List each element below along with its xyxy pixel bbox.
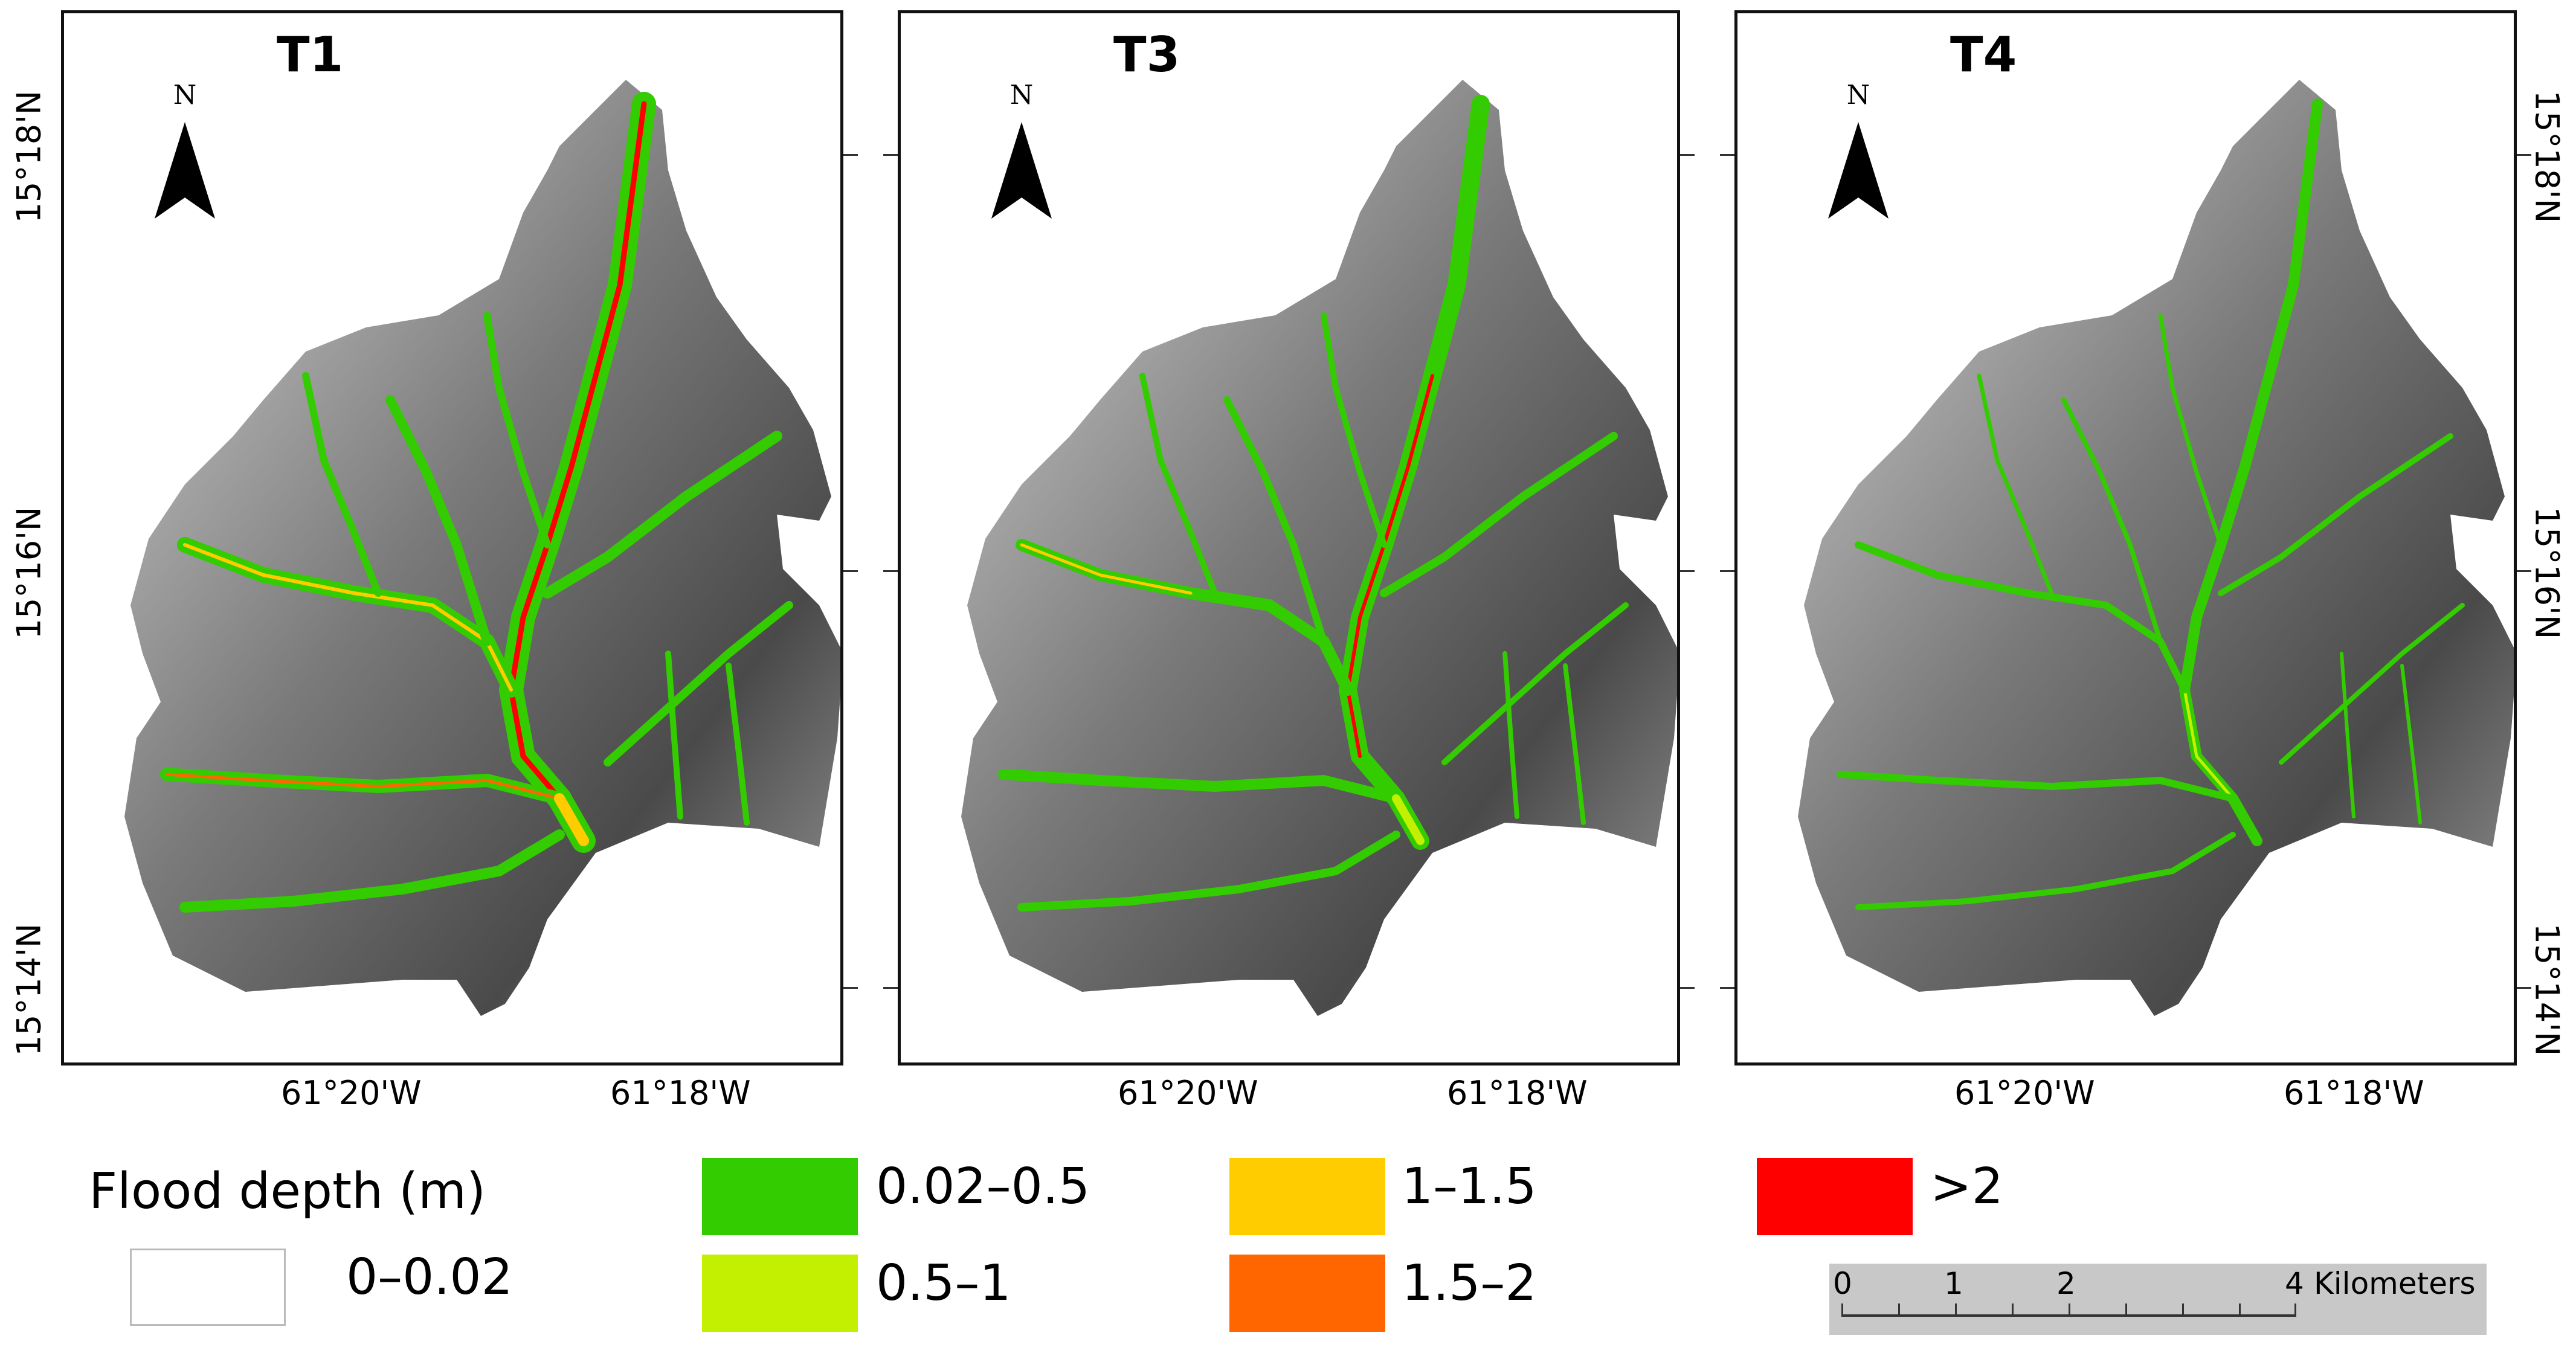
lat-tick <box>843 154 858 156</box>
north-arrow-icon <box>991 122 1052 219</box>
catchment-map-t4 <box>1798 80 2514 1016</box>
legend-label: 0–0.02 <box>346 1249 513 1306</box>
legend-swatch-0.02-0.5 <box>702 1158 858 1235</box>
lat-tick <box>1680 570 1695 572</box>
lat-tick <box>1720 154 1734 156</box>
scale-tick-label: 4 <box>2285 1266 2304 1301</box>
lat-tick <box>1720 987 1734 989</box>
catchment-map-t3 <box>961 80 1677 1016</box>
lon-label: 61°18'W <box>1447 1074 1588 1112</box>
scale-tick-label: 0 <box>1833 1266 1852 1301</box>
legend-swatch-1.5-2 <box>1229 1255 1385 1332</box>
north-arrow: N <box>982 80 1061 225</box>
flood-network <box>160 92 793 913</box>
legend-swatch-0-0.02 <box>130 1249 286 1326</box>
lon-label: 61°18'W <box>2284 1074 2424 1112</box>
lon-label: 61°20'W <box>1118 1074 1258 1112</box>
flood-network <box>1837 98 2465 910</box>
flood-network <box>998 95 1629 911</box>
legend-label: 0.5–1 <box>876 1255 1011 1312</box>
lat-label-left: 15°14'N <box>10 923 48 1056</box>
lat-label-right: 15°16'N <box>2528 506 2566 640</box>
lat-tick <box>2517 570 2531 572</box>
lon-label: 61°20'W <box>1954 1074 2095 1112</box>
panel-title: T4 <box>1950 27 2017 83</box>
legend-swatch-gt-2 <box>1757 1158 1913 1235</box>
legend-label: 0.02–0.5 <box>876 1158 1090 1215</box>
north-arrow-icon <box>155 122 215 219</box>
lat-label-right: 15°14'N <box>2528 923 2566 1056</box>
lat-tick <box>883 987 898 989</box>
map-panel-t3: T3 N <box>898 10 1680 1066</box>
lat-label-left: 15°18'N <box>10 90 48 223</box>
lat-tick <box>2517 154 2531 156</box>
lat-tick <box>843 987 858 989</box>
map-panel-t1: T1 N <box>61 10 843 1066</box>
scale-unit: Kilometers <box>2314 1266 2476 1301</box>
lat-tick <box>2517 987 2531 989</box>
lat-tick <box>1720 570 1734 572</box>
legend-title: Flood depth (m) <box>89 1163 486 1220</box>
legend-label: >2 <box>1930 1158 2003 1215</box>
north-arrow: N <box>1819 80 1898 225</box>
catchment-map-t1 <box>124 80 840 1016</box>
panel-title: T1 <box>277 27 344 83</box>
legend-swatch-0.5-1 <box>702 1255 858 1332</box>
lat-label-right: 15°18'N <box>2528 90 2566 223</box>
north-arrow-icon <box>1828 122 1889 219</box>
scale-tick-label: 2 <box>2056 1266 2076 1301</box>
lat-tick <box>1680 154 1695 156</box>
lat-label-left: 15°16'N <box>10 506 48 640</box>
legend-label: 1.5–2 <box>1402 1255 1537 1312</box>
map-panel-t4: T4 N <box>1734 10 2517 1066</box>
lat-tick <box>1680 987 1695 989</box>
north-arrow: N <box>146 80 224 225</box>
lat-tick <box>883 570 898 572</box>
legend-label: 1–1.5 <box>1402 1158 1537 1215</box>
lat-tick <box>843 570 858 572</box>
lon-label: 61°18'W <box>610 1074 751 1112</box>
scale-bar: 0 1 2 4 Kilometers <box>1829 1264 2487 1335</box>
lon-label: 61°20'W <box>281 1074 422 1112</box>
panel-title: T3 <box>1113 27 1180 83</box>
legend-swatch-1-1.5 <box>1229 1158 1385 1235</box>
scale-tick-label: 1 <box>1944 1266 1963 1301</box>
lat-tick <box>883 154 898 156</box>
